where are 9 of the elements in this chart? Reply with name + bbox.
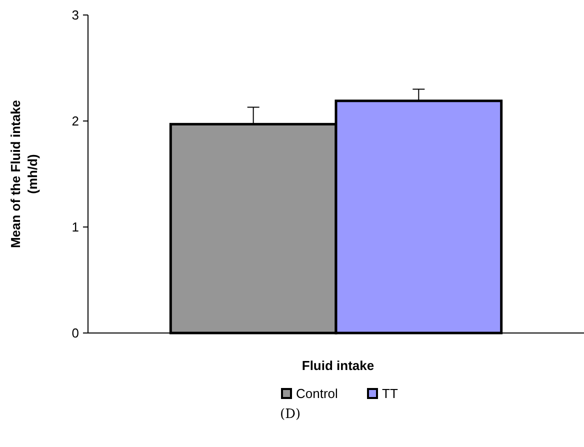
y-tick-label: 1: [72, 220, 79, 235]
y-tick-label: 3: [72, 8, 79, 23]
y-tick-label: 2: [72, 114, 79, 129]
legend-label: Control: [296, 386, 338, 401]
text: (D): [280, 407, 301, 422]
x-axis-title: Fluid intake: [302, 358, 374, 373]
legend-label: TT: [382, 386, 398, 401]
y-tick-label: 0: [72, 326, 79, 341]
y-axis-title: Mean of the Fluid intake (mh/d): [8, 100, 40, 248]
